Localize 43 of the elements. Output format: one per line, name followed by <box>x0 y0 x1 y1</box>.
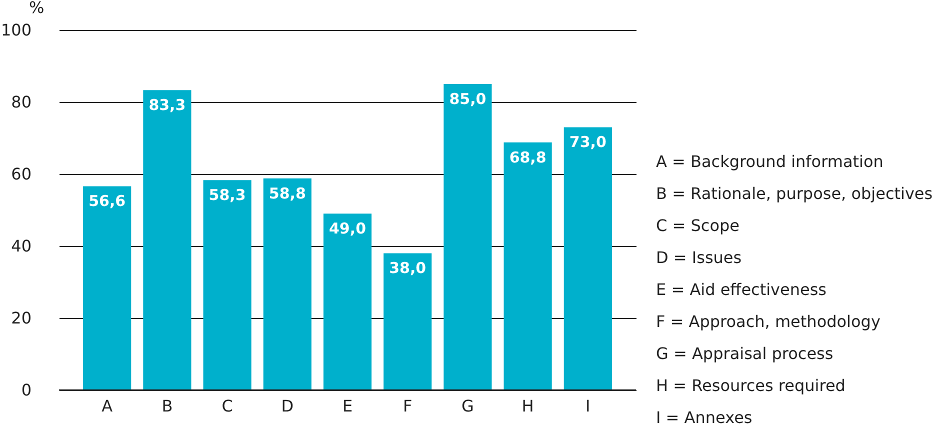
text: C = Scope <box>656 215 740 237</box>
x-tick-label: B <box>162 396 173 416</box>
data-label: 68,8 <box>509 148 546 166</box>
y-tick-label: 20 <box>11 308 32 328</box>
text: E = Aid effectiveness <box>656 279 828 301</box>
x-tick-label: G <box>462 396 474 416</box>
bar <box>504 142 552 390</box>
data-label: 49,0 <box>328 220 366 238</box>
x-tick-label: I <box>586 396 590 416</box>
bar <box>323 214 372 390</box>
y-tick-label: 80 <box>11 92 32 112</box>
bar <box>83 186 132 390</box>
y-tick-label: 100 <box>0 20 32 40</box>
bar <box>564 127 612 390</box>
x-tick-label: D <box>281 396 294 416</box>
data-label: 38,0 <box>389 259 426 278</box>
data-label: 58,8 <box>268 184 306 202</box>
text: G = Appraisal process <box>656 343 834 365</box>
y-tick-label: 0 <box>21 380 32 400</box>
x-tick-label: F <box>403 396 412 416</box>
y-axis-title: % <box>29 0 44 17</box>
x-tick-label: H <box>522 396 534 416</box>
text: D = Issues <box>656 247 743 269</box>
data-label: 73,0 <box>569 133 606 152</box>
x-tick-label: E <box>342 396 353 416</box>
bar <box>384 253 432 390</box>
text: H = Resources required <box>656 375 846 397</box>
y-tick-label: 40 <box>11 236 32 256</box>
x-tick-label: A <box>102 396 113 416</box>
data-label: 58,3 <box>208 186 246 204</box>
bar <box>263 178 312 390</box>
bar <box>203 180 252 390</box>
bar <box>444 84 492 390</box>
bar <box>143 90 192 390</box>
data-label: 83,3 <box>148 96 186 114</box>
text: B = Rationale, purpose, objectives <box>656 183 933 205</box>
text: F = Approach, methodology <box>656 311 882 333</box>
x-tick-label: C <box>222 396 233 416</box>
data-label: 85,0 <box>449 90 486 108</box>
text: I = Annexes <box>656 407 754 429</box>
text: A = Background information <box>656 151 884 173</box>
data-label: 56,6 <box>88 192 126 210</box>
y-tick-label: 60 <box>11 164 32 184</box>
